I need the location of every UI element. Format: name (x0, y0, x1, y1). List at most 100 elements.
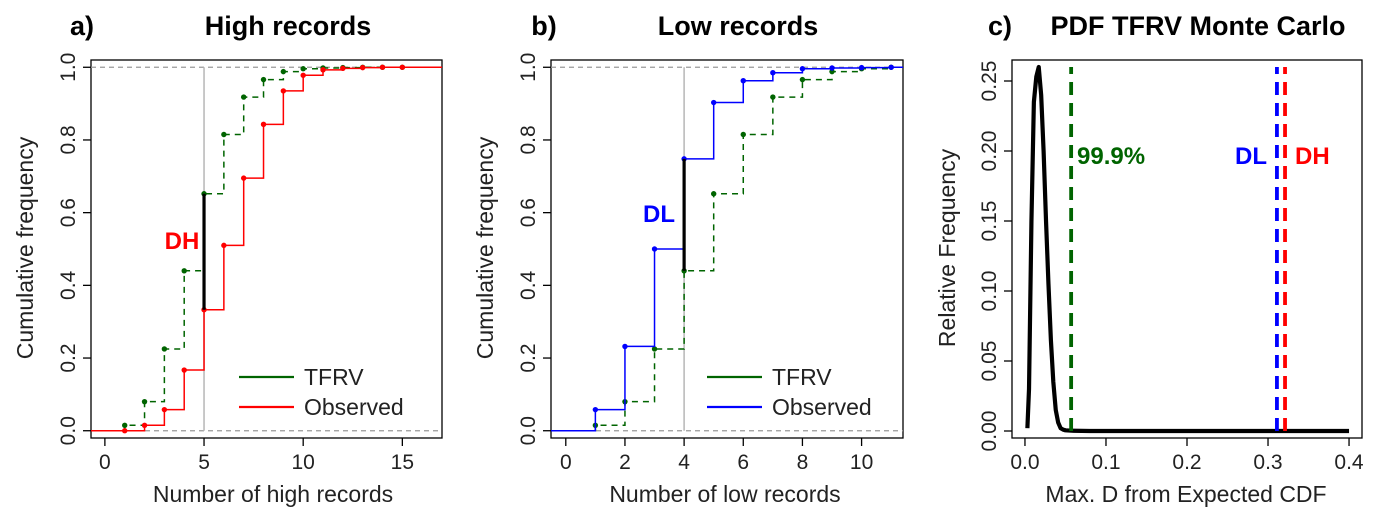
panel-b-series-1-point-1 (622, 343, 628, 350)
panel-a-series-0-point-3 (181, 268, 187, 274)
panel-c: 0.0 0.1 0.2 0.3 0.40.000.050.100.150.200.25 … (934, 11, 1364, 507)
panel-a-series-1-point-12 (359, 64, 366, 71)
panel-b-series-0-point-4 (710, 191, 717, 197)
panel-a-series-0-point-8 (280, 68, 287, 75)
panel-a-series-1-point-7 (260, 121, 267, 128)
panel-a-series-0-point-9 (300, 66, 306, 72)
panel-b-series-0-point-7 (799, 76, 806, 83)
panel-b-title: Low records (658, 11, 819, 41)
panel-c-ylabel: Relative Frequency (934, 148, 960, 347)
panel-a-ytick-label-1: 0.2 (57, 343, 80, 372)
panel-a-series-0-point-5 (221, 131, 227, 138)
panel-a-series-1-point-0 (122, 428, 128, 434)
panel-b-legend-tfrv: TFRV (772, 364, 832, 390)
panel-c-plot-layer: 0.0 0.1 0.2 0.3 0.4 0.00 0.05 0.10 0.15 0.20 0.25 (978, 59, 1364, 474)
panel-c-ytick-label-0: 0.00 (978, 411, 1001, 452)
panel-c-plot-frame (1011, 59, 1363, 439)
panel-b-legend-observed: Observed (772, 394, 872, 420)
panel-b-xtick-label-1: 2 (619, 451, 631, 474)
panel-c-dl-label: DL (1235, 143, 1267, 170)
panel-b-series-1-point-7 (799, 66, 806, 72)
panel-c-xtick-label-4: 0.4 (1334, 451, 1364, 474)
panel-a-ytick-label-3: 0.6 (57, 198, 80, 227)
panel-c-xtick-label-1: 0.1 (1091, 451, 1120, 474)
panel-c-xlabel: Max. D from Expected CDF (1045, 481, 1326, 507)
panel-c-ytick-label-1: 0.05 (978, 341, 1001, 382)
panel-b-series-1-point-4 (710, 99, 717, 106)
panel-a-ytick-label-4: 0.8 (57, 125, 80, 154)
panel-a-series-0-point-7 (260, 76, 267, 83)
panel-b-plot-frame (550, 59, 904, 439)
panel-a-ytick-label-2: 0.4 (57, 270, 80, 300)
panel-b-series-0-point-2 (651, 346, 658, 352)
panel-a-series-0-point-1 (141, 398, 148, 405)
panel-b-ytick-label-1: 0.2 (517, 343, 540, 372)
panel-a-series-1-point-9 (300, 72, 306, 78)
panel-b-series-1-point-2 (651, 246, 658, 252)
panel-a-dh-label: DH (165, 228, 200, 255)
panel-b-ytick-label-0: 0.0 (517, 416, 540, 445)
panel-b-series-0-point-6 (770, 94, 776, 100)
panel-c-pdf-curve (1025, 64, 1350, 434)
panel-a-xtick-label-3: 15 (391, 451, 414, 474)
panel-c-ytick-label-3: 0.15 (978, 201, 1001, 242)
panel-b-xlabel: Number of low records (609, 481, 840, 507)
panel-b-series-1-point-0 (592, 406, 599, 413)
panel-b-series-0-point-5 (740, 131, 746, 138)
panel-b-xtick-label-2: 4 (678, 451, 690, 474)
panel-a-plot-frame (90, 59, 443, 439)
panel-a-plot-layer: 0 5 10 15 0.0 0.2 0.4 0.6 0.8 1.0 (57, 53, 443, 474)
panel-a-legend-tfrv: TFRV (304, 364, 364, 390)
panel-a-series-1-point-2 (161, 406, 168, 413)
panel-c-ytick-label-5: 0.25 (978, 61, 1001, 102)
panel-c-title: PDF TFRV Monte Carlo (1050, 11, 1345, 41)
panel-a-series-0-point-2 (161, 346, 168, 352)
panel-c-xtick-label-0: 0.0 (1010, 451, 1039, 474)
panel-b-letter: b) (531, 11, 556, 41)
panel-a-series-1-point-14 (399, 64, 406, 70)
panel-a-xlabel: Number of high records (153, 481, 393, 507)
panel-a: 0 5 10 15 0.0 0.2 0.4 0.6 0.8 1.0 a) High records… (12, 11, 443, 507)
panel-c-dh-label: DH (1295, 143, 1330, 170)
panel-b-xtick-label-0: 0 (560, 451, 572, 474)
panel-b: 0 2 4 6 8 10 0.0 0.2 0.4 0.6 0.8 1.0 b) Low records… (472, 11, 904, 507)
panel-a-series-1-point-1 (141, 422, 148, 428)
panel-c-ytick-label-4: 0.20 (978, 131, 1001, 172)
panel-b-ylabel: Cumulative frequency (472, 136, 498, 359)
panel-a-series-1-point-13 (379, 64, 386, 70)
panel-b-dl-label: DL (643, 201, 675, 228)
panel-b-ytick-label-2: 0.4 (517, 270, 540, 300)
panel-a-series-1-point-8 (280, 88, 287, 94)
panel-b-series-1-point-9 (858, 64, 865, 71)
panel-a-letter: a) (70, 11, 94, 41)
panel-a-ytick-label-5: 1.0 (57, 53, 80, 82)
panel-a-xtick-label-2: 10 (292, 451, 315, 474)
panel-b-series-1-point-5 (740, 78, 746, 84)
panel-b-xtick-label-3: 6 (737, 451, 749, 474)
panel-a-title: High records (205, 11, 372, 41)
panel-a-series-1-point-5 (221, 242, 227, 249)
panel-b-plot-layer: 0 2 4 6 8 10 0.0 0.2 0.4 0.6 0.8 1.0 (517, 53, 904, 474)
panel-c-letter: c) (988, 11, 1012, 41)
panel-b-xtick-label-5: 10 (850, 451, 873, 474)
panel-b-ytick-label-5: 1.0 (517, 53, 540, 82)
panel-b-ytick-label-4: 0.8 (517, 125, 540, 154)
panel-a-series-1-point-6 (240, 175, 247, 181)
panel-c-999-label: 99.9% (1077, 143, 1145, 170)
panel-b-series-1-point-10 (888, 64, 894, 70)
panel-a-ylabel: Cumulative frequency (12, 136, 38, 359)
panel-b-series-1-point-8 (829, 65, 835, 71)
panel-a-series-0-point-0 (122, 422, 128, 428)
panel-a-series-0-point-6 (240, 94, 247, 100)
panel-a-series-1-point-3 (181, 367, 187, 373)
panel-b-ytick-label-3: 0.6 (517, 198, 540, 227)
panel-c-ytick-label-2: 0.10 (978, 271, 1001, 312)
panel-b-xtick-label-4: 8 (797, 451, 809, 474)
panel-a-xtick-label-0: 0 (99, 451, 111, 474)
panel-b-series-1-point-6 (770, 70, 776, 76)
panel-a-xtick-label-1: 5 (198, 451, 210, 474)
panel-a-ytick-label-0: 0.0 (57, 416, 80, 445)
panel-a-series-1-point-11 (340, 65, 346, 72)
panel-a-legend-observed: Observed (304, 394, 404, 420)
